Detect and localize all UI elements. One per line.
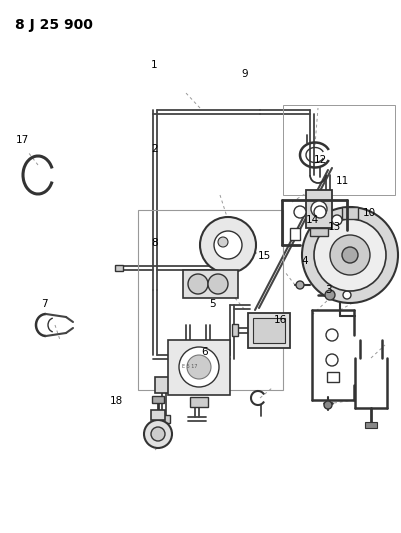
Circle shape xyxy=(144,420,172,448)
Circle shape xyxy=(188,274,208,294)
Circle shape xyxy=(208,274,228,294)
Circle shape xyxy=(214,231,242,259)
Text: 12: 12 xyxy=(314,155,328,165)
Circle shape xyxy=(151,427,165,441)
Text: 3: 3 xyxy=(326,286,332,295)
Text: 10: 10 xyxy=(363,208,375,218)
Bar xyxy=(152,396,164,403)
Bar xyxy=(248,313,290,348)
Circle shape xyxy=(200,217,256,273)
Bar xyxy=(115,265,123,271)
Bar xyxy=(190,397,208,407)
Bar xyxy=(342,207,358,219)
Bar xyxy=(232,324,238,336)
Bar xyxy=(158,415,170,423)
Text: 9: 9 xyxy=(241,69,248,78)
Text: 7: 7 xyxy=(41,299,47,309)
Bar xyxy=(183,270,238,298)
Text: 4: 4 xyxy=(302,256,308,266)
Text: 15: 15 xyxy=(258,251,271,261)
Text: 18: 18 xyxy=(109,396,123,406)
Circle shape xyxy=(294,206,306,218)
Text: 1: 1 xyxy=(151,60,158,70)
Circle shape xyxy=(314,219,386,291)
Text: 8: 8 xyxy=(151,238,158,247)
Circle shape xyxy=(326,354,338,366)
Circle shape xyxy=(332,215,342,225)
Bar xyxy=(168,340,230,395)
Bar xyxy=(327,372,339,382)
Bar xyxy=(290,228,300,240)
Circle shape xyxy=(325,290,335,300)
Text: 5: 5 xyxy=(209,299,216,309)
Bar xyxy=(155,377,173,393)
Text: 14: 14 xyxy=(306,215,320,224)
Text: 17: 17 xyxy=(15,135,29,144)
Circle shape xyxy=(296,281,304,289)
Bar xyxy=(365,422,377,428)
Text: 6: 6 xyxy=(201,347,208,357)
Bar xyxy=(283,105,395,195)
Circle shape xyxy=(324,401,332,409)
Bar xyxy=(310,228,328,236)
Circle shape xyxy=(330,235,370,275)
Circle shape xyxy=(311,201,327,217)
Circle shape xyxy=(187,355,211,379)
Bar xyxy=(253,318,285,343)
Bar xyxy=(138,210,283,390)
Bar xyxy=(306,190,332,228)
Circle shape xyxy=(302,207,398,303)
Text: 2: 2 xyxy=(151,144,158,154)
Circle shape xyxy=(314,206,326,218)
Circle shape xyxy=(218,237,228,247)
Circle shape xyxy=(343,291,351,299)
Text: 11: 11 xyxy=(336,176,350,186)
Text: 13: 13 xyxy=(328,222,342,231)
Text: 8 J 25 900: 8 J 25 900 xyxy=(15,18,93,32)
Circle shape xyxy=(342,247,358,263)
Circle shape xyxy=(179,347,219,387)
Circle shape xyxy=(326,329,338,341)
Bar xyxy=(151,410,165,420)
Text: 16: 16 xyxy=(274,315,288,325)
Text: E 5 17: E 5 17 xyxy=(182,365,198,369)
